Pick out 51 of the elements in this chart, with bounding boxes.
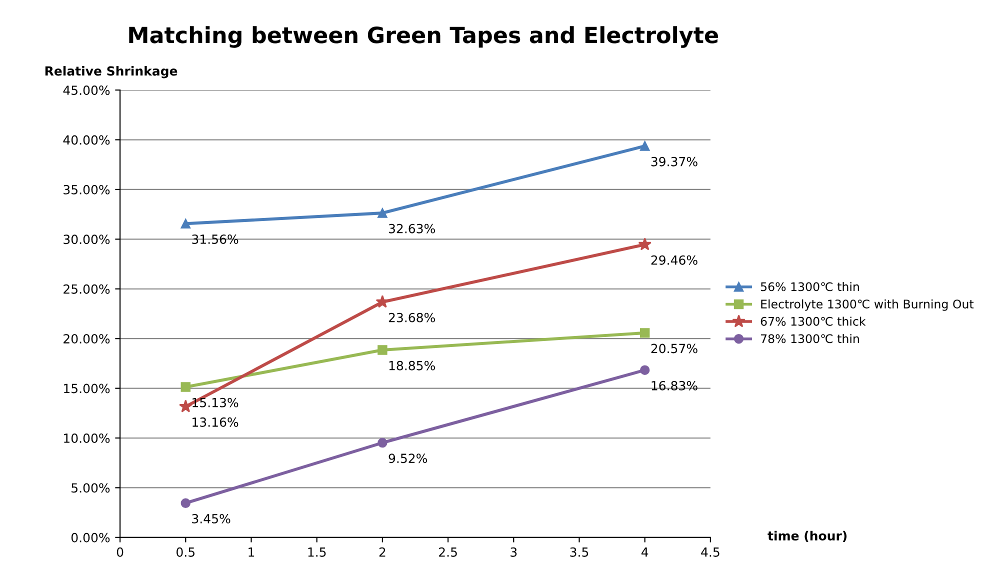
y-axis-title: Relative Shrinkage (45, 66, 178, 78)
point (640, 328, 650, 338)
x-tick-label: 4.5 (701, 548, 720, 557)
y-tick-label: 25.00% (64, 284, 110, 294)
x-tick-label: 3.5 (570, 547, 588, 557)
y-tick-label: 15.00% (64, 384, 110, 394)
legend-label: 78% 1300℃ thin (761, 334, 859, 344)
x-tick-label: 3 (510, 547, 517, 557)
x-tick-label: 1 (248, 548, 254, 557)
point (180, 498, 191, 508)
point (376, 295, 390, 308)
y-tick-label: 45.00% (63, 86, 110, 95)
legend-label: 56% 1300℃ thin (760, 282, 859, 292)
x-tick-label: 0 (116, 547, 124, 557)
x-tick-label: 1.5 (308, 548, 326, 557)
point (378, 345, 388, 355)
y-tick-label: 35.00% (64, 184, 110, 194)
data-label: 18.85% (389, 360, 435, 370)
legend-label: Electrolyte 1300℃ with Burning Out (761, 299, 974, 311)
legend-label: 67% 1300℃ thick (760, 316, 866, 326)
point (179, 400, 192, 412)
data-label: 13.16% (192, 417, 238, 427)
point (640, 141, 650, 151)
point (638, 238, 652, 250)
y-tick-label: 30.00% (64, 234, 110, 244)
data-label: 16.83% (652, 380, 698, 390)
data-label: 3.45% (192, 514, 230, 524)
x-tick-label: 4 (641, 548, 648, 557)
data-label: 39.37% (651, 156, 698, 166)
x-tick-label: 2 (379, 547, 386, 557)
y-tick-label: 10.00% (64, 433, 110, 443)
point (180, 382, 191, 392)
point (180, 218, 191, 229)
x-tick-label: 0.5 (176, 547, 194, 557)
point (378, 438, 388, 448)
data-label: 15.13% (192, 398, 238, 408)
y-tick-label: 0.00% (71, 532, 110, 542)
data-label: 29.46% (651, 255, 698, 265)
point (640, 365, 650, 375)
data-label: 23.68% (388, 312, 435, 322)
chart-title: Matching between Green Tapes and Electrolyte (129, 26, 718, 48)
x-axis-title: time (hour) (768, 530, 847, 542)
data-label: 9.52% (388, 454, 428, 464)
x-tick-label: 2.5 (439, 547, 457, 557)
y-tick-label: 5.00% (72, 483, 110, 493)
y-tick-label: 40.00% (63, 135, 110, 145)
data-label: 31.56% (192, 234, 238, 244)
data-label: 20.57% (651, 344, 698, 354)
point (378, 208, 388, 218)
y-tick-label: 20.00% (64, 334, 110, 344)
data-label: 32.63% (388, 224, 435, 234)
